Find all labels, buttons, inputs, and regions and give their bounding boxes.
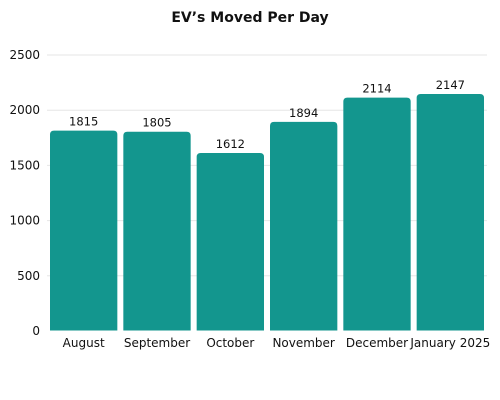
data-label: 2114: [362, 82, 391, 96]
bar: [416, 93, 484, 332]
bar: [343, 97, 411, 331]
y-tick-label: 500: [17, 269, 40, 283]
x-tick-label: August: [63, 336, 105, 350]
bar: [196, 153, 264, 331]
y-tick-label: 2500: [9, 48, 40, 62]
y-tick-label: 1500: [9, 158, 40, 172]
y-tick-label: 2000: [9, 103, 40, 117]
data-label: 2147: [436, 78, 465, 92]
x-tick-label: December: [346, 336, 408, 350]
x-tick-label: September: [124, 336, 190, 350]
data-label: 1815: [69, 115, 98, 129]
bar: [50, 130, 118, 331]
x-tick-label: October: [206, 336, 254, 350]
bar: [270, 121, 338, 331]
data-label: 1805: [142, 116, 171, 130]
x-tick-label: November: [272, 336, 334, 350]
data-label: 1894: [289, 106, 318, 120]
y-tick-label: 0: [32, 324, 40, 338]
data-label: 1612: [216, 137, 245, 151]
y-tick-label: 1000: [9, 214, 40, 228]
bar: [123, 131, 191, 331]
chart-title: EV’s Moved Per Day: [171, 10, 329, 26]
x-tick-label: January 2025: [409, 336, 490, 350]
